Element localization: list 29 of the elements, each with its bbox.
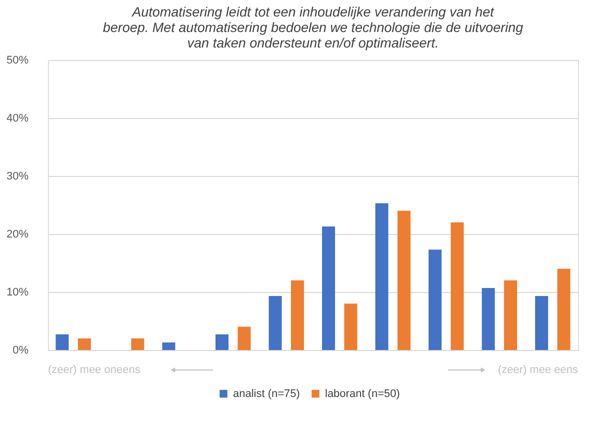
text: (zeer) mee oneens: [48, 364, 141, 376]
y-tick-label: 20%: [6, 228, 29, 240]
bar: [375, 203, 388, 350]
y-tick-label: 10%: [6, 286, 29, 298]
bar: [322, 226, 336, 350]
bar: [482, 288, 495, 350]
bar: [162, 342, 176, 350]
bar: [344, 304, 358, 350]
bar: [450, 222, 464, 350]
bar: [216, 334, 229, 350]
bar: [557, 268, 570, 350]
bar: [535, 296, 548, 350]
y-tick-label: 30%: [6, 170, 29, 182]
y-tick-label: 50%: [6, 54, 29, 66]
legend-label: analist (n=75): [233, 388, 300, 400]
bar: [504, 280, 518, 350]
bar: [268, 296, 282, 350]
bar: [131, 338, 144, 350]
bar: [78, 338, 91, 350]
bar: [56, 334, 69, 350]
chart-title: Automatisering leidt tot een inhoudelijke verandering van het beroep. Met automatisering bedoelen we technologie die de uitvoering van taken ondersteunt en/of optimaliseert.: [102, 4, 524, 50]
legend-label: laborant (n=50): [325, 388, 400, 400]
bar: [238, 326, 251, 350]
bar: [428, 250, 442, 350]
bar: [290, 280, 304, 350]
y-tick-label: 0%: [12, 344, 29, 356]
bar: [397, 210, 410, 350]
text: (zeer) mee eens: [498, 364, 578, 376]
y-tick-label: 40%: [6, 112, 29, 124]
